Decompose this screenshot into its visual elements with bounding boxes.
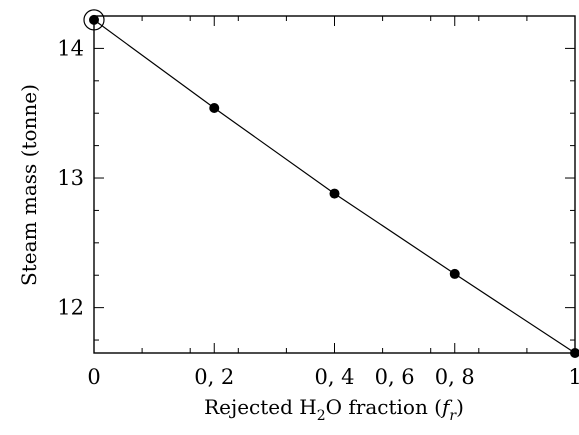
x-tick-label: 0, 8: [435, 365, 475, 389]
x-tick-label: 0, 2: [194, 365, 234, 389]
data-point: [209, 103, 220, 114]
y-tick-label: 12: [57, 296, 84, 320]
y-tick-label: 14: [57, 36, 84, 60]
y-tick-label: 13: [57, 166, 84, 190]
data-point: [329, 188, 340, 199]
x-tick-label: 0: [87, 365, 100, 389]
series: [83, 9, 579, 358]
data-point: [89, 14, 99, 25]
x-tick-labels: 0 0, 2 0, 4 0, 8 1 0, 6: [87, 365, 579, 389]
x-axis-label-part-2: O fraction (: [326, 395, 442, 419]
plot-frame: [93, 15, 576, 354]
series-line: [93, 19, 576, 354]
x-axis-label-close: ): [456, 395, 464, 419]
x-tick-label: 0, 6: [375, 365, 415, 389]
x-axis-label-part-1: Rejected H: [204, 395, 317, 419]
data-point: [449, 268, 460, 279]
x-axis-label-var-sub: r: [449, 408, 457, 424]
x-tick-label: 1: [568, 365, 579, 389]
x-tick-label: 0, 4: [314, 365, 354, 389]
highlight-ring: [83, 9, 105, 31]
y-axis-label: Steam mass (tonne): [17, 84, 41, 286]
data-point: [570, 348, 579, 358]
x-axis-label-sub-1: 2: [317, 408, 326, 424]
x-axis-label: Rejected H2O fraction (fr): [204, 395, 464, 424]
y-tick-labels: 12 13 14: [57, 36, 84, 319]
axis-ticks: [93, 15, 576, 353]
